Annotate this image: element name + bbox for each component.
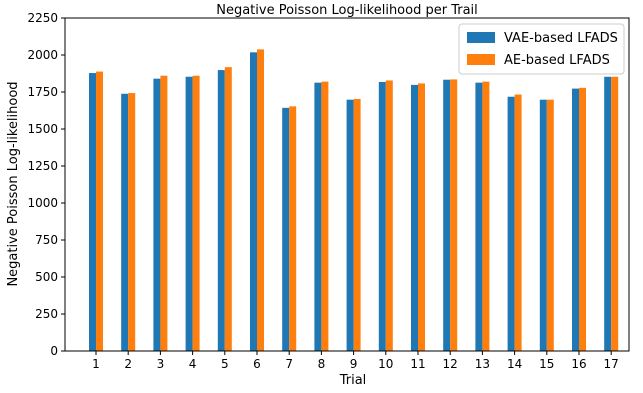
legend-label-vae: VAE-based LFADS: [504, 31, 618, 46]
bar-ae-trial-3: [160, 75, 168, 351]
y-tick-label: 500: [35, 270, 58, 284]
bar-vae-trial-17: [604, 76, 612, 352]
bar-ae-trial-10: [385, 80, 393, 352]
bars-layer: [89, 49, 619, 352]
y-tick-label: 750: [35, 233, 58, 247]
bar-ae-trial-17: [611, 76, 619, 352]
x-tick-label: 3: [157, 357, 165, 371]
bar-vae-trial-3: [153, 78, 161, 352]
bar-ae-trial-1: [96, 71, 103, 352]
bar-vae-trial-12: [443, 79, 451, 351]
legend-label-ae: AE-based LFADS: [504, 53, 610, 68]
y-tick-label: 1000: [27, 196, 58, 210]
x-tick-label: 10: [378, 357, 393, 371]
bar-ae-trial-14: [514, 94, 522, 352]
bar-ae-trial-15: [546, 99, 554, 351]
bar-vae-trial-6: [250, 52, 257, 351]
bar-ae-trial-6: [257, 49, 264, 351]
legend-swatch-ae: [467, 54, 495, 65]
x-tick-label: 15: [539, 357, 554, 371]
bar-vae-trial-13: [475, 82, 483, 352]
x-tick-label: 9: [350, 357, 358, 371]
x-axis-label: Trial: [339, 373, 367, 388]
y-axis-label: Negative Poisson Log-likelihood: [6, 81, 21, 286]
x-tick-label: 17: [604, 357, 619, 371]
x-tick-label: 12: [443, 357, 458, 371]
x-tick-label: 16: [571, 357, 586, 371]
legend-swatch-vae: [467, 32, 495, 43]
legend: VAE-based LFADS AE-based LFADS: [458, 23, 625, 75]
bar-ae-trial-12: [450, 79, 458, 352]
legend-box: [458, 23, 625, 75]
x-axis-ticks: 1 2 3 4 5 6 7 8 9 10 11 12 13 14 15 16 17: [92, 351, 619, 371]
y-tick-label: 2250: [27, 11, 58, 25]
y-tick-label: 1500: [27, 122, 58, 136]
x-tick-label: 4: [189, 357, 197, 371]
bar-vae-trial-4: [185, 76, 193, 352]
y-tick-label: 2000: [27, 48, 58, 62]
bar-vae-trial-14: [507, 96, 515, 352]
bar-vae-trial-11: [411, 84, 418, 352]
bar-vae-trial-7: [282, 107, 290, 351]
bar-ae-trial-13: [482, 81, 490, 351]
y-tick-label: 0: [50, 344, 58, 358]
bar-vae-trial-10: [378, 81, 386, 351]
x-tick-label: 13: [475, 357, 490, 371]
x-tick-label: 8: [318, 357, 326, 371]
bar-ae-trial-5: [224, 67, 232, 352]
bar-ae-trial-9: [353, 98, 361, 352]
chart-title: Negative Poisson Log-likelihood per Trai…: [216, 3, 478, 18]
x-tick-label: 5: [221, 357, 229, 371]
bar-ae-trial-7: [289, 106, 297, 351]
bar-ae-trial-4: [192, 75, 200, 351]
y-tick-label: 1250: [27, 159, 58, 173]
plot-frame: [64, 17, 630, 352]
y-axis-ticks: 0 250 500 750 1000 1250 1500 1750 2000 2250: [27, 11, 65, 358]
x-tick-label: 11: [410, 357, 425, 371]
bar-vae-trial-16: [572, 88, 579, 351]
bar-vae-trial-15: [539, 99, 547, 351]
x-tick-label: 6: [253, 357, 261, 371]
bar-vae-trial-5: [217, 70, 225, 351]
bar-ae-trial-8: [321, 81, 329, 351]
x-tick-label: 2: [124, 357, 132, 371]
bar-vae-trial-8: [314, 82, 322, 352]
bar-ae-trial-11: [418, 83, 425, 351]
x-tick-label: 1: [92, 357, 100, 371]
bar-vae-trial-9: [346, 99, 354, 351]
y-tick-label: 1750: [27, 85, 58, 99]
bar-vae-trial-2: [121, 93, 129, 351]
x-tick-label: 14: [507, 357, 522, 371]
bar-ae-trial-2: [128, 93, 136, 351]
bar-vae-trial-1: [89, 73, 96, 351]
x-tick-label: 7: [285, 357, 293, 371]
y-tick-label: 250: [35, 307, 58, 321]
bar-ae-trial-16: [579, 87, 586, 351]
